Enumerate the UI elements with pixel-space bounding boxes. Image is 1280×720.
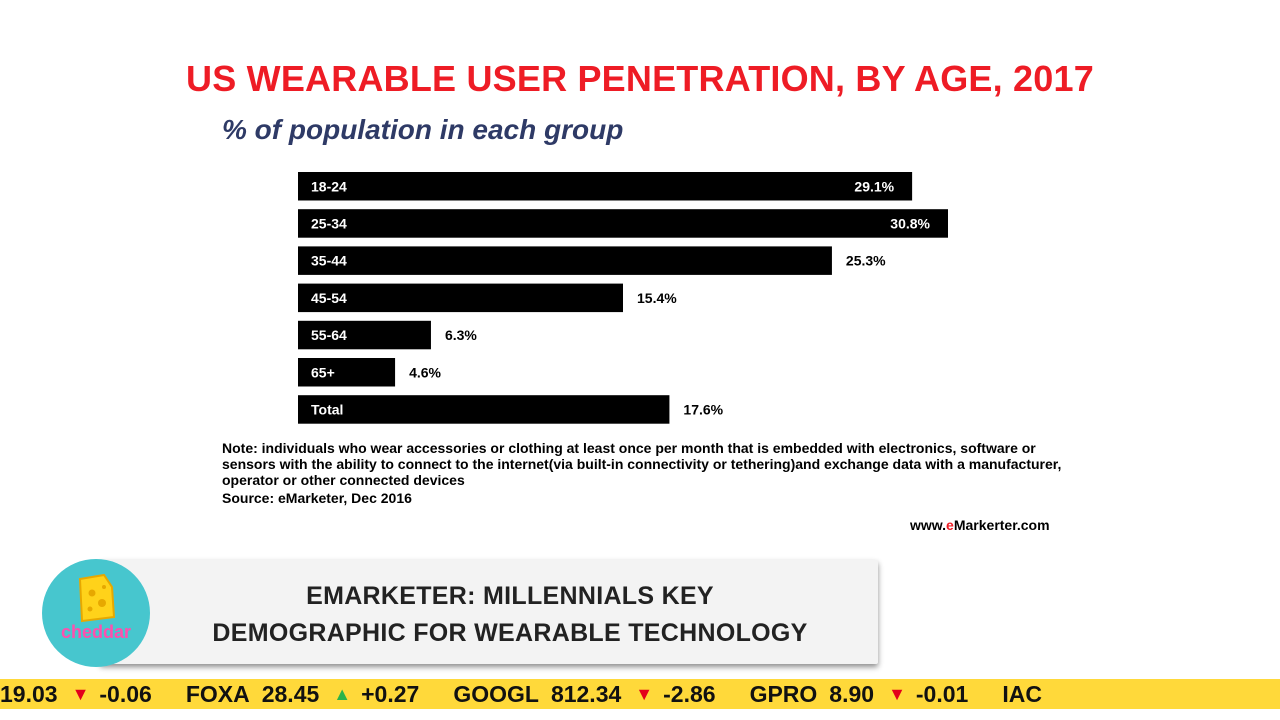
chart-note: Note: individuals who wear accessories o… <box>222 440 1062 488</box>
category-label-5: 65+ <box>311 364 335 380</box>
value-label-3: 15.4% <box>637 290 677 306</box>
ticker-price: 28.45 <box>261 680 320 707</box>
ticker-change: -0.01 <box>915 680 969 707</box>
ticker-symbol: IAC <box>1002 680 1042 707</box>
category-label-3: 45-54 <box>311 290 347 306</box>
ticker-item: GPRO 8.90 ▼ -0.01 <box>750 681 1003 708</box>
headline-line-2: DEMOGRAPHIC FOR WEARABLE TECHNOLOGY <box>212 619 808 647</box>
category-label-6: Total <box>311 401 343 417</box>
website-suffix: Markerter.com <box>953 517 1050 533</box>
bar-1 <box>298 209 948 238</box>
ticker-symbol: GOOGL <box>453 680 539 707</box>
website-prefix: www. <box>910 517 947 533</box>
ticker-symbol: GPRO <box>749 680 818 707</box>
category-label-4: 55-64 <box>311 327 347 343</box>
value-label-4: 6.3% <box>445 327 477 343</box>
ticker-symbol: FOXA <box>185 680 250 707</box>
chart-source: Source: eMarketer, Dec 2016 <box>222 490 412 506</box>
headline-line-1: EMARKETER: MILLENNIALS KEY <box>306 582 714 610</box>
ticker-price: 19.03 <box>0 680 58 707</box>
value-label-6: 17.6% <box>683 401 723 417</box>
ticker-change: +0.27 <box>361 680 420 707</box>
cheese-icon <box>78 573 116 623</box>
category-label-1: 25-34 <box>311 215 347 231</box>
bar-3 <box>298 283 623 313</box>
down-arrow-icon: ▼ <box>888 683 906 704</box>
lower-third-panel <box>100 560 878 664</box>
website-accent: e <box>946 517 954 533</box>
value-label-1: 30.8% <box>890 215 930 231</box>
bar-5 <box>298 358 396 387</box>
stock-ticker: 19.03 ▼ -0.06 FOXA 28.45 ▲ +0.27 GOOGL 812.34 ▼ -2… <box>0 679 1280 709</box>
bar-4 <box>298 320 431 350</box>
category-label-0: 18-24 <box>311 178 347 194</box>
bar-0 <box>298 172 913 201</box>
ticker-price: 8.90 <box>829 680 875 707</box>
ticker-price: 812.34 <box>550 680 622 707</box>
ticker-item: IAC <box>1002 681 1054 708</box>
bar-2 <box>298 246 832 275</box>
chart-title: US WEARABLE USER PENETRATION, BY AGE, 20… <box>186 58 1094 99</box>
logo-text: cheddar <box>60 622 132 642</box>
ticker-item: GOOGL 812.34 ▼ -2.86 <box>453 681 749 708</box>
value-label-5: 4.6% <box>409 364 441 380</box>
value-label-2: 25.3% <box>846 253 886 269</box>
ticker-change: -2.86 <box>663 680 716 707</box>
website-credit: www.eMarkerter.com <box>910 517 1050 533</box>
ticker-item: 19.03 ▼ -0.06 <box>0 681 186 708</box>
value-label-0: 29.1% <box>854 178 894 194</box>
lower-third-headline: EMARKETER: MILLENNIALS KEY DEMOGRAPHIC F… <box>140 578 880 652</box>
ticker-item: FOXA 28.45 ▲ +0.27 <box>186 681 453 708</box>
bar-6 <box>298 395 670 424</box>
ticker-change: -0.06 <box>99 680 152 707</box>
ticker-bottom-strip <box>0 709 1280 720</box>
category-label-2: 35-44 <box>311 253 347 269</box>
up-arrow-icon: ▲ <box>333 683 352 704</box>
down-arrow-icon: ▼ <box>635 683 654 704</box>
down-arrow-icon: ▼ <box>71 683 90 704</box>
chart-subtitle: % of population in each group <box>222 114 624 145</box>
ticker-track: 19.03 ▼ -0.06 FOXA 28.45 ▲ +0.27 GOOGL 812.34 ▼ -2… <box>0 679 1054 709</box>
